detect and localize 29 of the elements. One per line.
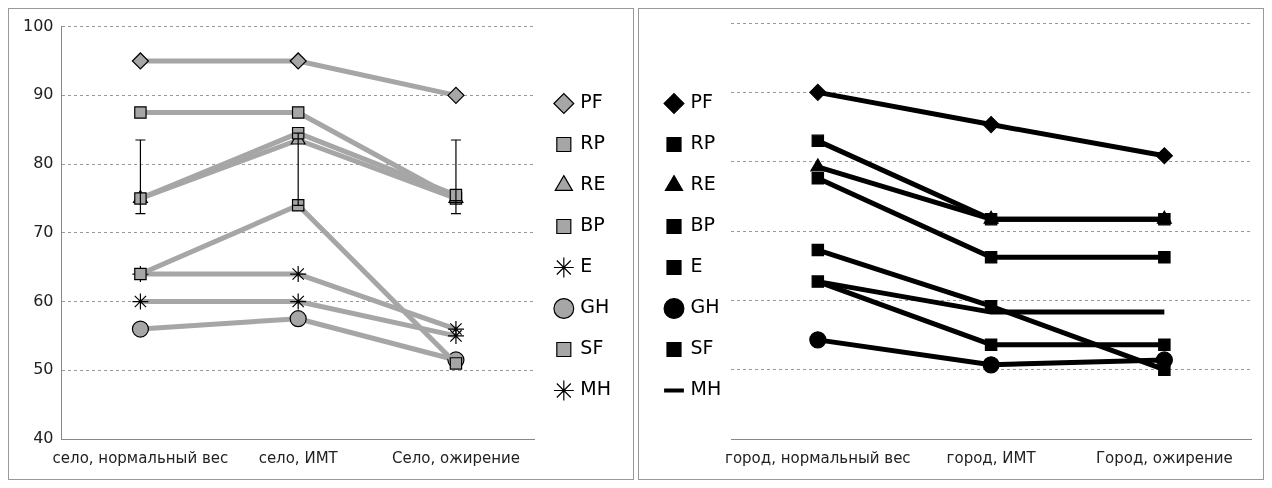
y-tick-label: 70: [33, 221, 54, 241]
x-tick-label: село, нормальный вес: [52, 448, 229, 467]
y-tick-label: 100: [22, 15, 54, 35]
legend-label: GH: [690, 295, 720, 318]
x-tick-label: село, ИМТ: [258, 448, 339, 467]
y-tick-label: 90: [33, 84, 54, 104]
y-tick-label: 60: [33, 290, 54, 310]
legend-label: PF: [690, 90, 713, 113]
legend-label: E: [690, 254, 703, 277]
y-tick-label: 80: [33, 153, 54, 173]
legend-label: PF: [580, 90, 603, 113]
legend-label: SF: [580, 336, 604, 359]
legend-label: MH: [580, 377, 612, 400]
y-tick-label: 40: [33, 428, 54, 448]
legend-label: RP: [580, 131, 605, 154]
legend-label: SF: [690, 336, 714, 359]
legend-label: RP: [690, 131, 716, 154]
legend-label: RE: [690, 172, 716, 195]
legend-label: BP: [690, 213, 715, 236]
y-tick-label: 50: [33, 359, 54, 379]
legend-label: GH: [580, 295, 610, 318]
legend-label: E: [580, 254, 593, 277]
x-tick-label: Село, ожирение: [391, 448, 520, 467]
x-tick-label: город, ИМТ: [946, 448, 1037, 467]
legend-label: BP: [580, 213, 605, 236]
x-tick-label: город, нормальный вес: [725, 448, 911, 467]
legend-label: RE: [580, 172, 606, 195]
legend-label: MH: [690, 377, 722, 400]
x-tick-label: Город, ожирение: [1095, 448, 1233, 467]
